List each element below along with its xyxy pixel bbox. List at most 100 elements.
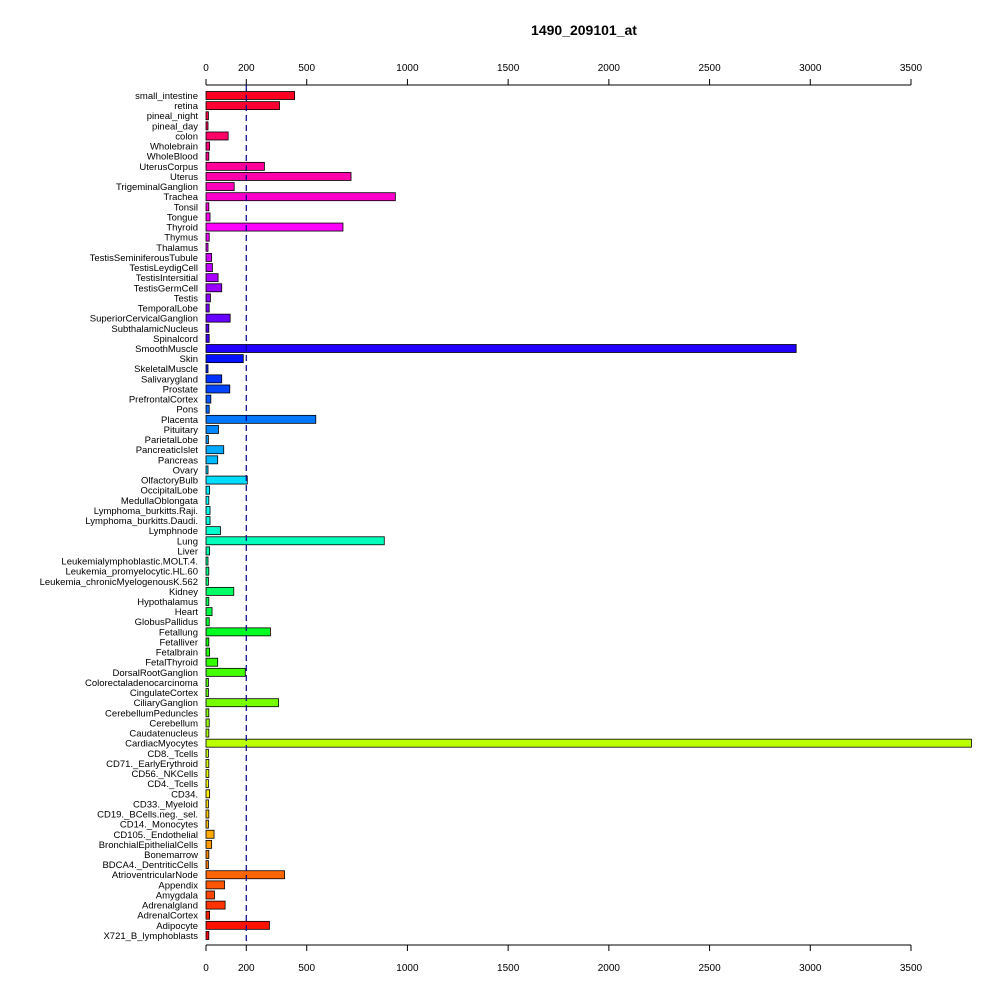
bar [205, 556, 209, 566]
bar [205, 344, 797, 353]
x-tick-label-top: 3500 [900, 63, 923, 74]
x-axis-top: 0 200 500 1000 1500 2000 2500 3000 3500 [203, 63, 923, 86]
category-label: TemporalLobe [138, 304, 198, 315]
x-tick-label-bottom: 3000 [799, 963, 822, 974]
category-label: SkeletalMuscle [134, 364, 198, 375]
category-label: Thalamus [156, 243, 198, 254]
category-label: CD105._Endothelial [113, 830, 198, 841]
category-label: Leukemialymphoblastic.MOLT.4. [61, 557, 198, 568]
bar [205, 425, 219, 434]
category-label: Liver [177, 546, 198, 557]
bar [205, 667, 246, 677]
bar [205, 404, 210, 414]
bar [205, 546, 211, 556]
x-tick-label-bottom: 1500 [497, 963, 520, 974]
category-labels: small_intestineretinapineal_nightpineal_… [40, 91, 199, 942]
bar [205, 506, 211, 515]
category-label: SuperiorCervicalGanglion [90, 314, 198, 325]
bar [205, 222, 344, 232]
x-tick-label-bottom: 500 [298, 963, 315, 974]
bar [205, 708, 210, 718]
bar [205, 860, 209, 870]
bar [205, 354, 244, 364]
x-tick-label-bottom: 3500 [900, 963, 923, 974]
category-label: Trachea [164, 192, 199, 203]
category-label: Spinalcord [153, 334, 198, 345]
category-label: Wholebrain [150, 142, 198, 153]
bar [205, 809, 210, 819]
bar [205, 141, 211, 151]
category-label: UterusCorpus [139, 162, 198, 173]
bar [205, 657, 219, 667]
bar [205, 455, 219, 465]
category-label: Hypothalamus [137, 597, 198, 608]
bar [205, 839, 213, 849]
bar [205, 931, 210, 940]
bar [205, 769, 210, 778]
bar [205, 900, 226, 910]
x-tick-label-bottom: 2500 [698, 963, 721, 974]
category-label: Cerebellum [149, 718, 198, 729]
bar [205, 647, 211, 657]
category-label: Lymphoma_burkitts.Daudi. [85, 516, 198, 527]
category-label: FetalThyroid [145, 658, 198, 669]
bar [205, 607, 213, 617]
bar [205, 293, 211, 303]
category-label: Ovary [173, 465, 199, 476]
category-label: CardiacMyocytes [125, 739, 198, 750]
category-label: AtrioventricularNode [112, 870, 198, 881]
category-label: Placenta [161, 415, 199, 426]
category-label: Lung [177, 536, 198, 547]
category-label: Salivarygland [141, 374, 198, 385]
bar [205, 718, 210, 728]
category-label: TestisSeminiferousTubule [90, 253, 198, 264]
category-label: Fetallung [159, 627, 198, 638]
bar [205, 536, 385, 546]
category-label: CD71._EarlyErythroid [106, 759, 198, 770]
bar [205, 364, 209, 374]
bar [205, 688, 209, 697]
category-label: SmoothMuscle [135, 344, 198, 355]
bar [205, 414, 317, 424]
bar [205, 303, 210, 313]
bar [205, 263, 213, 272]
category-label: Skin [180, 354, 198, 365]
bar [205, 333, 210, 343]
category-label: SubthalamicNucleus [111, 324, 198, 335]
category-label: Fetalbrain [156, 648, 198, 659]
category-label: Adrenalgland [142, 901, 198, 912]
category-label: Thyroid [166, 223, 198, 234]
bar [205, 678, 209, 687]
bar [205, 870, 285, 880]
category-label: Tongue [167, 212, 198, 223]
category-label: Appendix [158, 880, 198, 891]
bar [205, 738, 972, 748]
x-tick-label-bottom: 0 [203, 963, 209, 974]
bar [205, 789, 211, 799]
category-label: Thymus [164, 233, 198, 244]
bar [205, 394, 212, 404]
category-label: pineal_night [147, 111, 199, 122]
bar [205, 182, 235, 191]
bar [205, 202, 210, 212]
category-label: CD4._Tcells [147, 779, 198, 790]
category-label: Testis [174, 293, 199, 304]
bar [205, 728, 210, 738]
category-label: DorsalRootGanglion [112, 668, 198, 679]
category-label: OlfactoryBulb [141, 476, 198, 487]
category-label: WholeBlood [147, 152, 198, 163]
bar [205, 101, 280, 111]
category-label: TestisGermCell [134, 283, 198, 294]
bar [205, 819, 209, 829]
category-label: AdrenalCortex [137, 911, 198, 922]
bar [205, 586, 235, 596]
bar [205, 748, 209, 758]
x-axis-bottom: 0 200 500 1000 1500 2000 2500 3000 3500 [203, 944, 923, 974]
x-tick-label-top: 2500 [698, 63, 721, 74]
category-label: Pons [176, 405, 198, 416]
bar [205, 627, 271, 637]
bar [205, 131, 229, 141]
bar [205, 880, 225, 890]
bar [205, 597, 210, 606]
